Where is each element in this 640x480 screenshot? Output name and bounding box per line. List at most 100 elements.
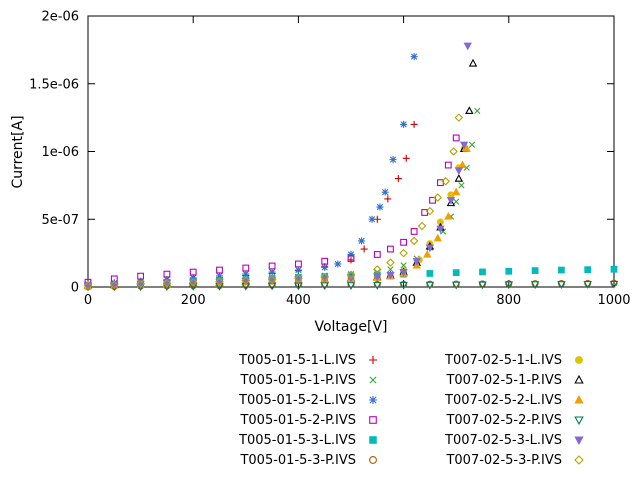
legend-label: T005-01-5-3-L.IVS [239, 432, 356, 448]
marker-asterisk [189, 274, 197, 282]
y-tick-label: 1e-06 [41, 145, 79, 160]
marker-diamond-open [386, 258, 395, 267]
legend-label: T007-02-5-3-L.IVS [445, 432, 562, 448]
marker-diamond-open [215, 277, 224, 286]
marker-triangle-down-open [583, 280, 592, 289]
legend-item: T005-01-5-3-P.IVS [206, 450, 384, 470]
legend-item: T007-02-5-2-L.IVS [412, 390, 590, 410]
marker-asterisk [368, 215, 376, 223]
marker-asterisk [242, 270, 250, 278]
legend-marker [574, 394, 584, 404]
marker-diamond-open [110, 280, 119, 290]
marker-diamond-open [162, 278, 172, 288]
marker-square-filled [531, 267, 539, 274]
marker-diamond-open [241, 276, 251, 285]
marker-triangle-down-filled [189, 279, 198, 288]
y-tick-label: 0 [71, 281, 79, 296]
plot-canvas: 0 200 400 600 800 1000 0 5e-07 1e-06 1.5e-06 2e-06… [10, 10, 631, 336]
marker-triangle-down-open [557, 281, 566, 289]
marker-asterisk [268, 268, 276, 276]
marker-cross [458, 182, 465, 189]
legend-marker [574, 374, 584, 384]
marker-triangle-up-filled [462, 144, 471, 152]
marker-triangle-down-filled [162, 280, 172, 288]
marker-plus [394, 175, 402, 183]
legend-marker [369, 416, 377, 424]
chart-legend: T005-01-5-1-L.IVS T005-01-5-1-P.IVS T005-0… [0, 350, 640, 470]
marker-circle-open [557, 279, 565, 288]
x-tick-label: 1000 [597, 293, 630, 308]
marker-diamond-open [454, 113, 464, 122]
marker-triangle-down-filled [386, 271, 395, 280]
series-T005-01-5-2-P.IVS [84, 134, 460, 286]
marker-circle-open [505, 280, 513, 288]
plot-border-rect [87, 15, 615, 288]
marker-circle-open [584, 279, 592, 287]
marker-triangle-down-filled [436, 225, 445, 234]
legend-label: T005-01-5-1-L.IVS [239, 352, 356, 368]
marker-triangle-down-filled [574, 436, 584, 446]
series-T007-02-5-2-L.IVS [83, 144, 471, 290]
legend-label: T005-01-5-2-L.IVS [239, 392, 356, 408]
marker-plus [369, 356, 377, 364]
marker-square-open [369, 416, 377, 424]
marker-square-open [189, 268, 197, 276]
marker-asterisk [400, 120, 408, 128]
marker-triangle-down-open [425, 281, 435, 290]
y-tick-label: 1.5e-06 [29, 77, 79, 92]
marker-cross [468, 141, 476, 148]
legend-item: T005-01-5-2-L.IVS [206, 390, 384, 410]
marker-triangle-down-open [574, 416, 584, 426]
marker-triangle-down-open [399, 281, 408, 290]
marker-square-open [410, 228, 418, 235]
marker-asterisk [347, 250, 355, 258]
legend-item: T007-02-5-2-P.IVS [412, 410, 590, 430]
marker-triangle-down-open [609, 280, 619, 289]
legend-marker [574, 416, 584, 426]
marker-asterisk [369, 396, 377, 404]
marker-circle-open [531, 280, 539, 288]
marker-square-filled [610, 265, 618, 273]
marker-triangle-down-open [530, 281, 540, 290]
legend-marker [369, 356, 377, 364]
marker-triangle-down-open [504, 281, 514, 290]
marker-square-filled [584, 266, 592, 274]
marker-square-open [268, 262, 276, 270]
marker-triangle-up-filled [452, 187, 461, 196]
marker-circle-open [369, 456, 377, 464]
marker-triangle-down-open [451, 281, 461, 290]
marker-triangle-down-filled [412, 258, 421, 266]
marker-circle-open [478, 280, 487, 288]
series-T005-01-5-1-L.IVS [84, 120, 418, 288]
marker-square-filled [558, 266, 565, 274]
marker-diamond-open [441, 177, 450, 186]
legend-marker [369, 436, 377, 444]
marker-diamond-open [320, 272, 329, 282]
marker-square-open [429, 196, 436, 204]
legend-item: T007-02-5-1-L.IVS [412, 350, 590, 370]
marker-triangle-up-open [468, 58, 478, 67]
x-tick-label: 200 [181, 293, 206, 308]
marker-plus [410, 120, 418, 128]
marker-triangle-up-filled [444, 211, 453, 220]
marker-triangle-up-filled [433, 233, 442, 242]
data-points-layer [83, 42, 619, 292]
marker-triangle-down-open [346, 282, 356, 291]
x-tick-label: 800 [496, 293, 521, 308]
marker-asterisk [334, 260, 342, 268]
marker-diamond-open [399, 248, 408, 258]
marker-square-open [321, 257, 329, 265]
marker-asterisk [358, 237, 366, 245]
marker-triangle-down-filled [373, 273, 382, 282]
legend-label: T005-01-5-2-P.IVS [240, 412, 356, 428]
marker-diamond-open [83, 281, 93, 290]
marker-square-open [216, 266, 223, 274]
marker-square-filled [479, 268, 486, 276]
marker-diamond-open [267, 275, 277, 284]
legend-item: T005-01-5-2-P.IVS [206, 410, 384, 430]
legend-marker [574, 436, 584, 446]
plot-border [87, 15, 615, 288]
marker-plus [402, 154, 410, 162]
legend-label: T007-02-5-2-L.IVS [445, 392, 562, 408]
